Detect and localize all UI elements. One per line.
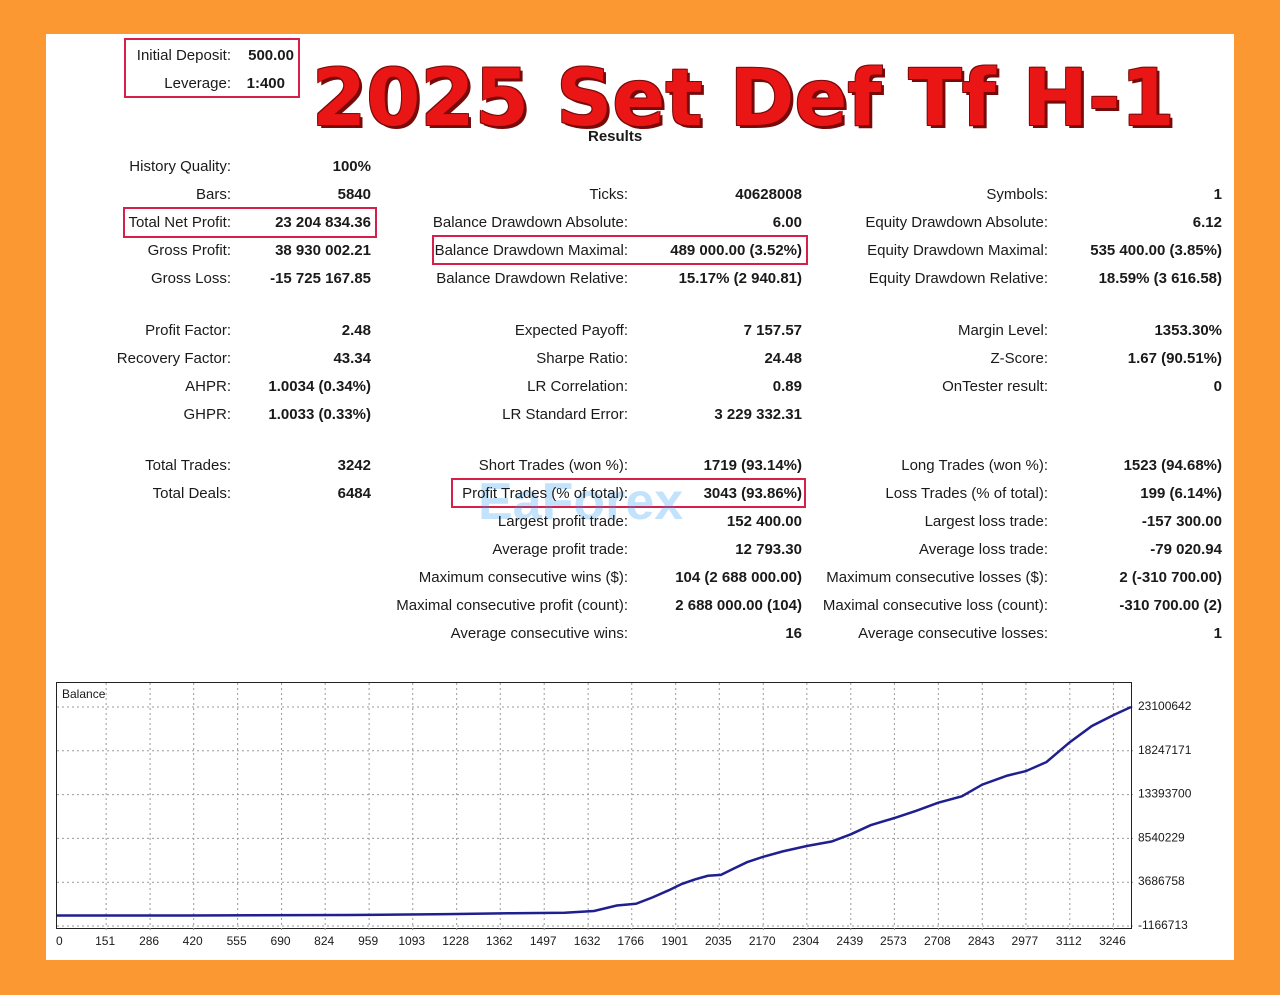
stat-value: 3 229 332.31	[714, 406, 802, 423]
stat-label: Maximum consecutive losses ($):	[826, 569, 1048, 586]
stat-label: Expected Payoff:	[514, 322, 628, 339]
stat-label: Average profit trade:	[492, 541, 628, 558]
stat-label: Loss Trades (% of total):	[885, 485, 1048, 502]
stat-label: Balance Drawdown Relative:	[436, 270, 628, 287]
stat-value: 6.12	[1192, 214, 1222, 231]
stat-label: Balance Drawdown Maximal:	[434, 242, 628, 259]
stat-label: LR Standard Error:	[502, 406, 628, 423]
stat-label: Ticks:	[589, 186, 628, 203]
stat-value: 6484	[337, 485, 371, 502]
stat-label: Largest profit trade:	[497, 513, 628, 530]
stat-value: 24.48	[764, 350, 802, 367]
stat-label: Balance Drawdown Absolute:	[432, 214, 628, 231]
stat-value: 18.59% (3 616.58)	[1098, 270, 1222, 287]
stat-value: 1.0033 (0.33%)	[268, 406, 371, 423]
stat-value: 2 688 000.00 (104)	[675, 597, 802, 614]
stat-label: OnTester result:	[942, 378, 1048, 395]
stat-value: 2.48	[341, 322, 371, 339]
stat-value: 1719 (93.14%)	[703, 457, 802, 474]
stat-label: Gross Profit:	[147, 242, 231, 259]
stat-label: History Quality:	[129, 158, 231, 175]
stat-value: 5840	[337, 186, 371, 203]
stat-value: 0.89	[772, 378, 802, 395]
stat-label: Equity Drawdown Absolute:	[865, 214, 1048, 231]
stat-value: 40628008	[735, 186, 802, 203]
leverage-label: Leverage:	[164, 75, 231, 92]
stat-label: Maximum consecutive wins ($):	[418, 569, 628, 586]
stat-value: 535 400.00 (3.85%)	[1090, 242, 1222, 259]
stat-value: 6.00	[772, 214, 802, 231]
stat-label: Profit Factor:	[145, 322, 231, 339]
stat-value: 489 000.00 (3.52%)	[670, 242, 802, 259]
stat-label: Largest loss trade:	[924, 513, 1048, 530]
results-heading: Results	[588, 128, 643, 145]
stat-label: Margin Level:	[957, 322, 1048, 339]
stat-value: 3043 (93.86%)	[703, 485, 802, 502]
stat-value: 1.67 (90.51%)	[1127, 350, 1222, 367]
stat-label: Long Trades (won %):	[901, 457, 1048, 474]
banner-title: 2025 Set Def Tf H-1	[312, 54, 1175, 144]
stat-label: Sharpe Ratio:	[536, 350, 628, 367]
deposit-highlight-box	[124, 38, 300, 98]
stat-label: Average consecutive losses:	[858, 625, 1048, 642]
stat-value: 23 204 834.36	[275, 214, 371, 231]
stat-value: 38 930 002.21	[275, 242, 371, 259]
stat-value: 1	[1213, 186, 1222, 203]
balance-chart: Balance	[56, 682, 1133, 930]
stat-value: 1.0034 (0.34%)	[268, 378, 371, 395]
watermark: EaForex	[478, 473, 684, 531]
stat-label: GHPR:	[183, 406, 231, 423]
stat-label: Average loss trade:	[919, 541, 1048, 558]
stat-value: 12 793.30	[735, 541, 802, 558]
stat-label: Bars:	[195, 186, 231, 203]
initial-deposit-value: 500.00	[248, 47, 294, 64]
stat-label: Recovery Factor:	[116, 350, 231, 367]
stat-label: Profit Trades (% of total):	[462, 485, 628, 502]
stat-label: LR Correlation:	[527, 378, 628, 395]
stat-label: Equity Drawdown Maximal:	[867, 242, 1048, 259]
leverage-value: 1:400	[246, 75, 285, 92]
chart-title: Balance	[62, 687, 106, 701]
stat-label: Short Trades (won %):	[478, 457, 628, 474]
stat-value: 16	[785, 625, 802, 642]
stat-value: 199 (6.14%)	[1140, 485, 1222, 502]
stat-label: Average consecutive wins:	[450, 625, 628, 642]
stat-value: -157 300.00	[1141, 513, 1222, 530]
stat-value: 100%	[332, 158, 371, 175]
stat-label: Symbols:	[986, 186, 1048, 203]
balance-drawdown-highlight-box	[432, 235, 808, 265]
stat-value: -15 725 167.85	[270, 270, 371, 287]
stat-label: AHPR:	[185, 378, 231, 395]
balance-chart-svg: Balance	[57, 683, 1133, 930]
balance-series-line	[57, 705, 1132, 917]
stat-value: -310 700.00 (2)	[1119, 597, 1222, 614]
stat-label: Total Trades:	[145, 457, 231, 474]
stat-value: 1523 (94.68%)	[1123, 457, 1222, 474]
stat-value: 3242	[337, 457, 371, 474]
stat-label: Maximal consecutive loss (count):	[822, 597, 1048, 614]
stat-value: 2 (-310 700.00)	[1119, 569, 1222, 586]
initial-deposit-label: Initial Deposit:	[136, 47, 231, 64]
stat-value: 15.17% (2 940.81)	[678, 270, 802, 287]
stat-value: 7 157.57	[743, 322, 802, 339]
stat-value: 104 (2 688 000.00)	[675, 569, 802, 586]
stat-label: Equity Drawdown Relative:	[868, 270, 1048, 287]
stat-label: Gross Loss:	[150, 270, 231, 287]
stat-value: -79 020.94	[1150, 541, 1222, 558]
stat-label: Z-Score:	[990, 350, 1048, 367]
stat-label: Total Net Profit:	[128, 214, 231, 231]
stat-label: Maximal consecutive profit (count):	[396, 597, 628, 614]
stat-value: 152 400.00	[726, 513, 802, 530]
stat-value: 1353.30%	[1154, 322, 1222, 339]
stat-value: 1	[1213, 625, 1222, 642]
net-profit-highlight-box	[123, 207, 377, 238]
profit-trades-highlight-box	[451, 478, 806, 508]
stat-value: 0	[1213, 378, 1222, 395]
stat-label: Total Deals:	[152, 485, 231, 502]
stat-value: 43.34	[333, 350, 371, 367]
